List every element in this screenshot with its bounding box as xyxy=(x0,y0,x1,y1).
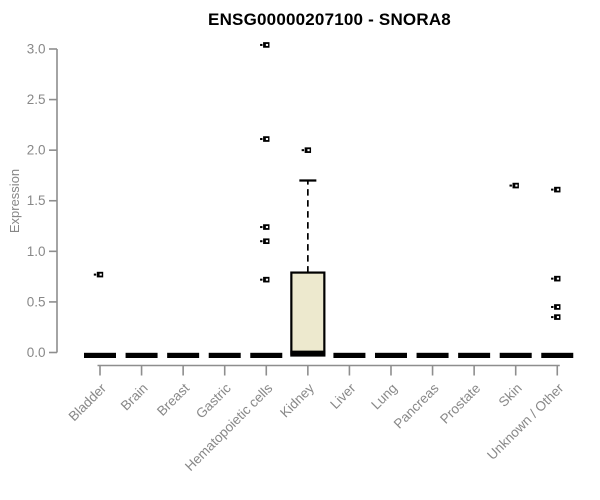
outlier-point xyxy=(260,278,263,281)
outlier-point xyxy=(551,188,554,191)
zero-box xyxy=(541,352,574,358)
y-tick-label: 0.5 xyxy=(27,294,46,309)
outlier-point xyxy=(301,149,305,152)
y-tick-label: 2.5 xyxy=(27,92,46,107)
outlier-point xyxy=(260,226,263,229)
outlier-point xyxy=(260,43,263,46)
outlier-point-pip xyxy=(265,226,269,229)
y-tick-label: 1.5 xyxy=(27,193,46,208)
outlier-point-pip xyxy=(265,138,269,141)
outlier-point-pip xyxy=(556,188,560,191)
zero-box xyxy=(416,352,449,358)
y-tick-label: 0.0 xyxy=(27,345,46,360)
outlier-point-pip xyxy=(515,184,518,187)
outlier-point xyxy=(551,277,554,280)
y-tick-label: 1.0 xyxy=(27,244,46,259)
zero-box xyxy=(167,352,200,358)
x-tick-label: Kidney xyxy=(277,380,317,420)
zero-box xyxy=(458,352,491,358)
outlier-point-pip xyxy=(265,240,269,243)
x-tick-label: Unknown / Other xyxy=(484,380,567,463)
x-tick-label: Breast xyxy=(154,380,192,418)
x-tick-label: Prostate xyxy=(437,381,483,427)
outlier-point-pip xyxy=(99,273,102,276)
outlier-point xyxy=(551,316,554,319)
outlier-point-pip xyxy=(556,277,560,280)
outlier-point-pip xyxy=(556,305,560,308)
x-tick-label: Bladder xyxy=(66,380,110,424)
x-tick-label: Liver xyxy=(327,380,359,412)
zero-box xyxy=(250,352,283,358)
zero-box xyxy=(125,352,158,358)
outlier-point xyxy=(260,240,263,243)
outlier-point xyxy=(551,305,554,308)
box xyxy=(290,271,326,357)
chart-title: ENSG00000207100 - SNORA8 xyxy=(208,10,451,29)
outlier-point-pip xyxy=(556,316,560,319)
y-tick-label: 2.0 xyxy=(27,143,46,158)
x-tick-label: Skin xyxy=(496,381,525,410)
x-tick-label: Pancreas xyxy=(391,380,442,431)
outlier-point-pip xyxy=(265,278,269,281)
zero-box xyxy=(333,352,366,358)
zero-box xyxy=(499,352,532,358)
zero-box xyxy=(374,352,407,358)
x-tick-label: Gastric xyxy=(193,380,234,421)
x-tick-label: Brain xyxy=(118,381,151,414)
outlier-point-pip xyxy=(307,149,310,152)
outlier-point xyxy=(260,138,263,141)
x-tick-label: Lung xyxy=(368,381,400,413)
zero-box xyxy=(208,352,241,358)
outlier-point-pip xyxy=(265,43,269,46)
outlier-point xyxy=(509,184,512,187)
outlier-point xyxy=(93,273,97,276)
y-tick-label: 3.0 xyxy=(27,41,46,56)
zero-box xyxy=(84,352,116,358)
